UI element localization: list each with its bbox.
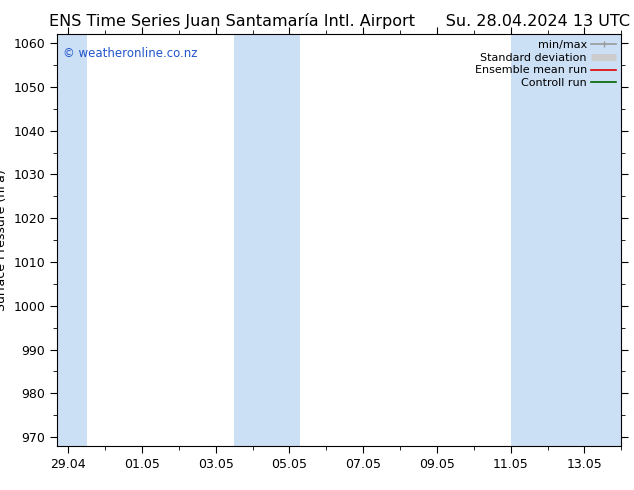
- Bar: [234, 34, 301, 446]
- Bar: [57, 34, 87, 446]
- Title: ENS Time Series Juan Santamaría Intl. Airport      Su. 28.04.2024 13 UTC: ENS Time Series Juan Santamaría Intl. Ai…: [49, 13, 630, 29]
- Text: © weatheronline.co.nz: © weatheronline.co.nz: [63, 47, 197, 60]
- Bar: [510, 34, 621, 446]
- Y-axis label: Surface Pressure (hPa): Surface Pressure (hPa): [0, 169, 8, 311]
- Legend: min/max, Standard deviation, Ensemble mean run, Controll run: min/max, Standard deviation, Ensemble me…: [472, 38, 618, 91]
